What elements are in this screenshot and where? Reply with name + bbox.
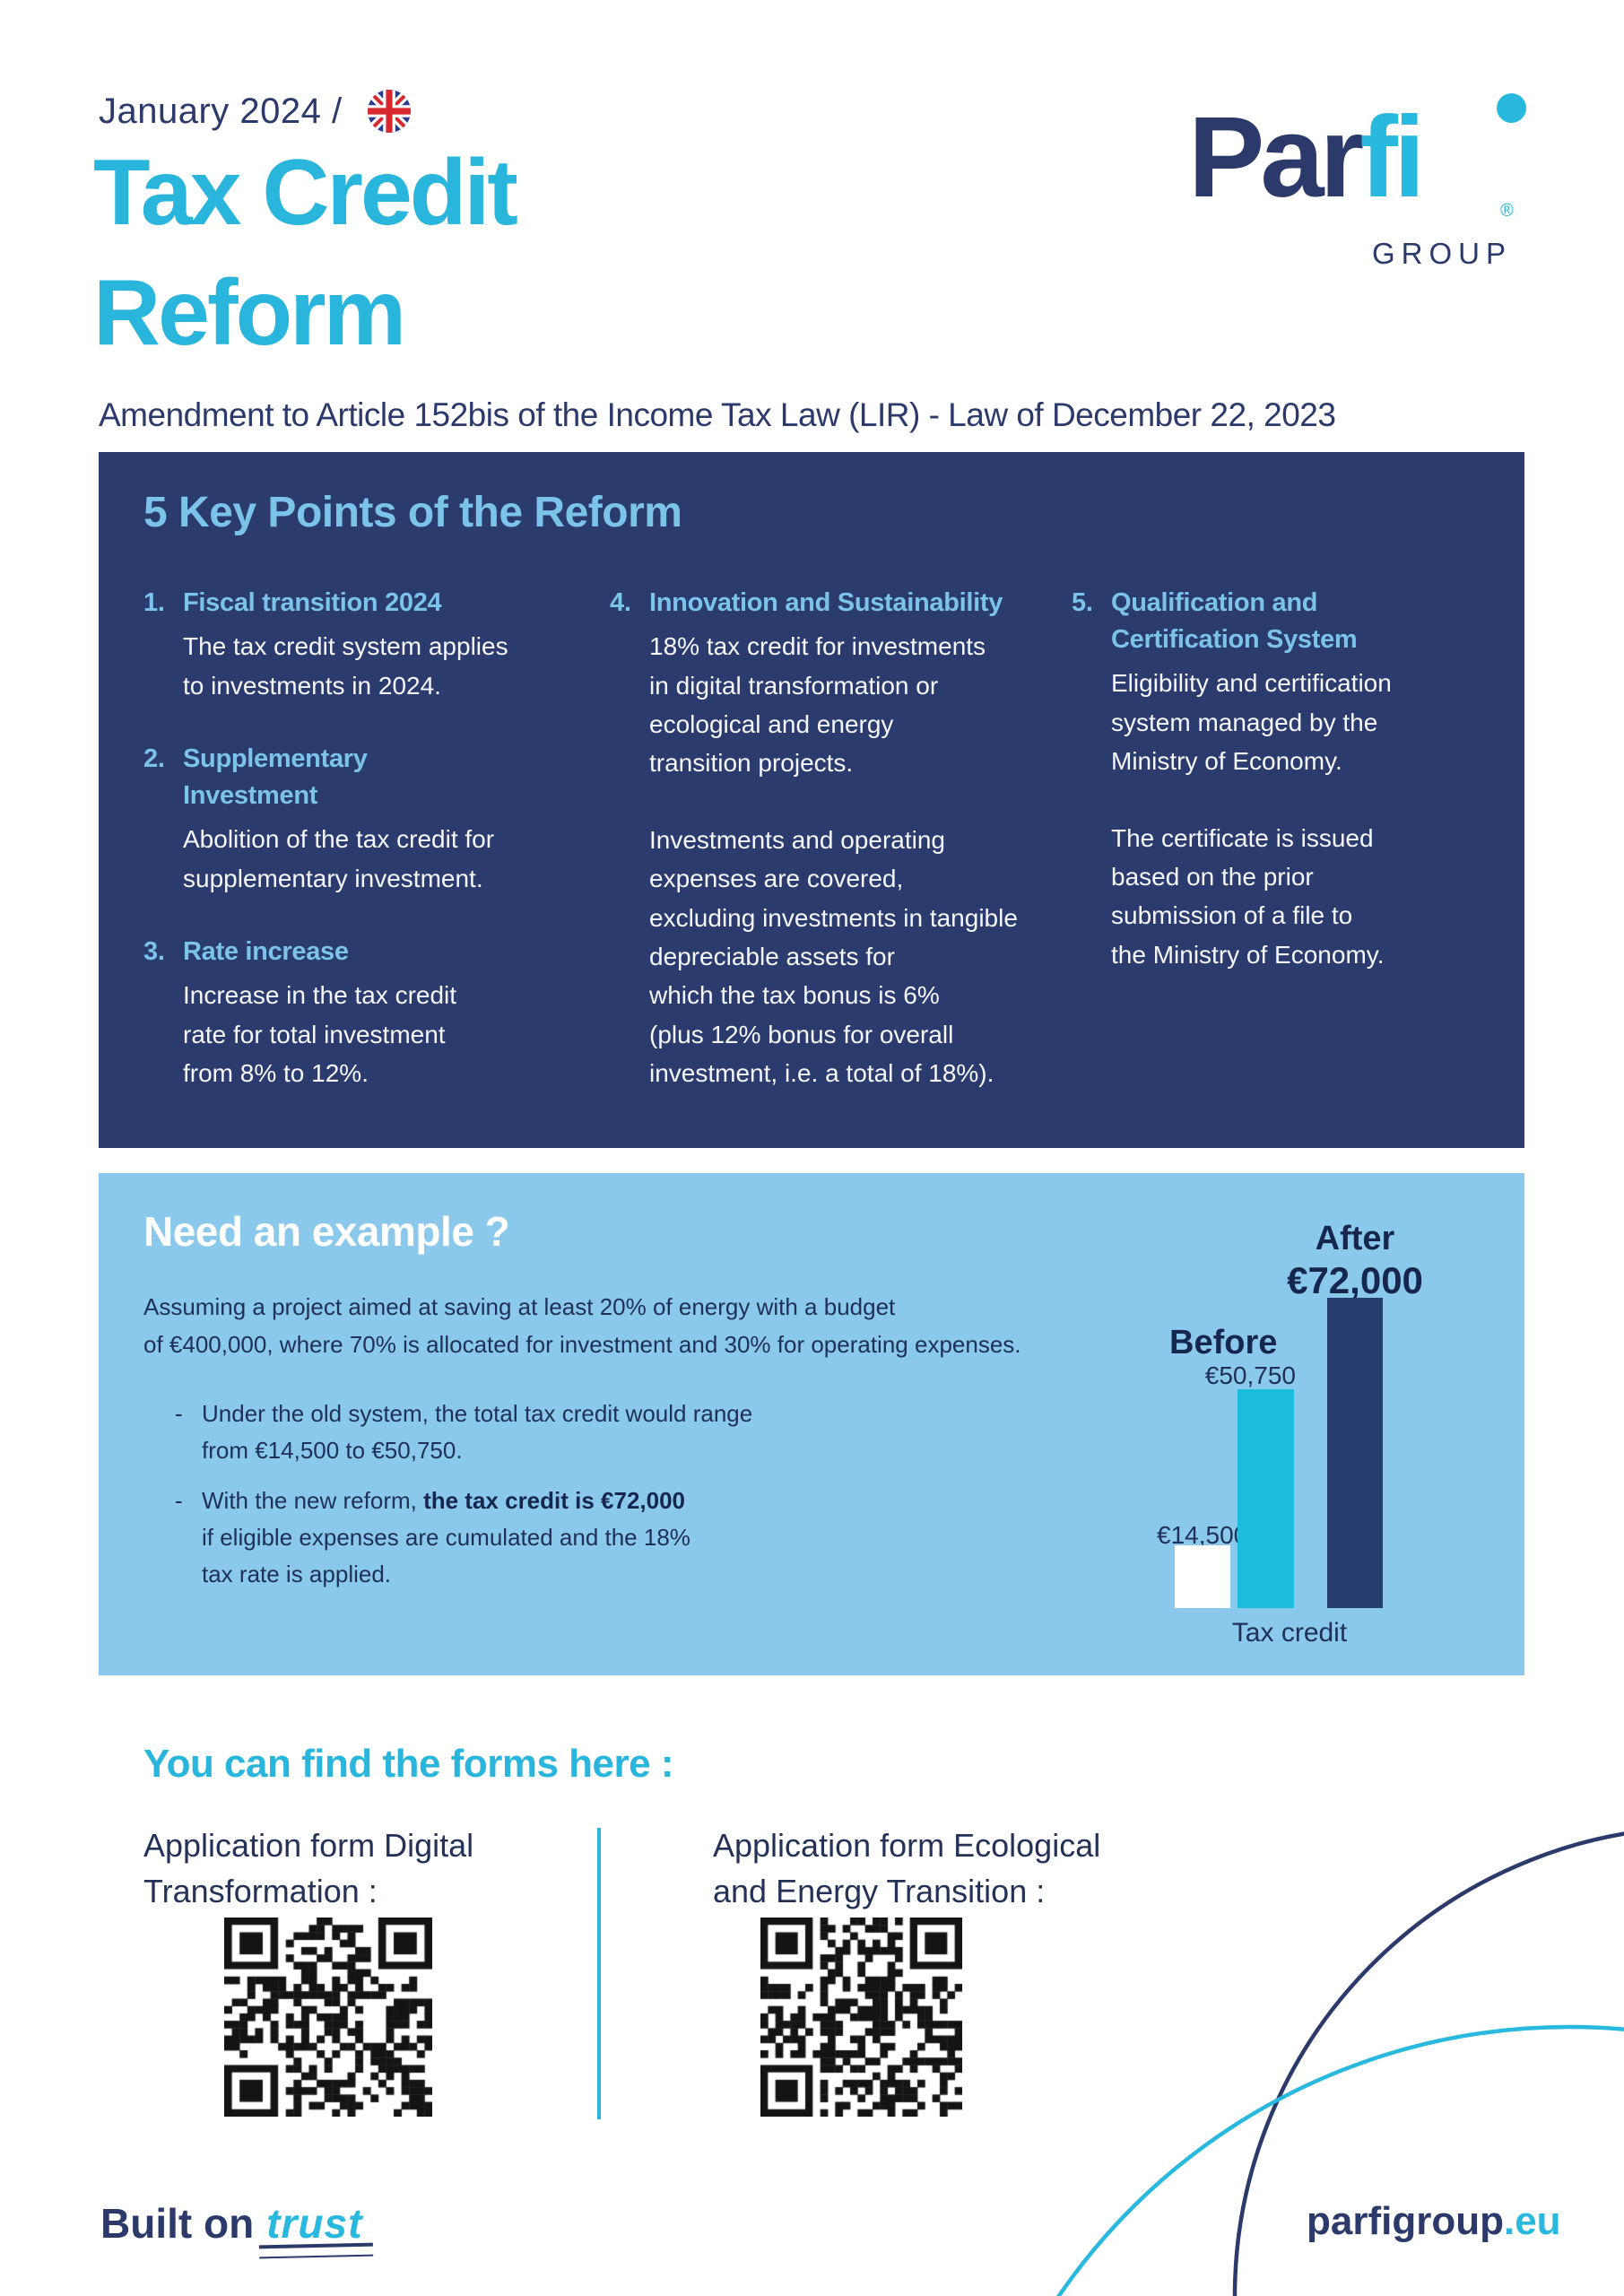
min-value-label: €14,500 [1157, 1521, 1248, 1549]
logo-wordmark: Parfi [1188, 100, 1538, 215]
key-point-title: Rate increase [183, 937, 349, 967]
key-point-body: Eligibility and certification system man… [1111, 669, 1392, 776]
key-point-number: 4. [610, 588, 631, 617]
website-url[interactable]: parfigroup.eu [1307, 2199, 1561, 2244]
key-point-number: 5. [1072, 588, 1093, 617]
built-on-trust-tagline: Built on trust [100, 2199, 362, 2248]
uk-flag-icon [367, 90, 411, 133]
built-on-text: Built on [100, 2200, 255, 2247]
bar-after [1327, 1298, 1383, 1608]
key-points-column-2: 4. Innovation and Sustainability 18% tax … [610, 585, 1045, 1128]
key-point-body-2: Investments and operating expenses are c… [649, 825, 1018, 1088]
key-point-title: Innovation and Sustainability [649, 588, 1003, 617]
key-point-body-2: The certificate is issued based on the p… [1111, 823, 1385, 969]
parfi-logo: Parfi ® GROUP [1188, 93, 1538, 289]
trust-text: trust [266, 2200, 363, 2247]
registered-mark: ® [1500, 201, 1514, 221]
website-tld: .eu [1503, 2199, 1561, 2243]
key-point-4: 4. Innovation and Sustainability 18% tax … [610, 585, 1045, 1092]
key-point-title: Fiscal transition 2024 [183, 588, 442, 617]
logo-dot-icon [1497, 93, 1526, 123]
bullet-dash: - [175, 1487, 183, 1514]
tax-credit-bar-chart: After €72,000 Before €50,750 €14,500 Tax… [1148, 1220, 1423, 1659]
key-point-title: Qualification and Certification System [1111, 588, 1358, 655]
key-point-body: Increase in the tax credit rate for tota… [183, 981, 457, 1088]
key-points-column-1: 1. Fiscal transition 2024 The tax credit … [143, 585, 574, 1128]
date-row: January 2024 / [99, 90, 411, 133]
bullet-text-post: if eligible expenses are cumulated and t… [202, 1524, 690, 1588]
example-panel: Need an example ? Assuming a project aim… [99, 1173, 1524, 1675]
key-point-body: Abolition of the tax credit for suppleme… [183, 825, 495, 892]
logo-par: Par [1188, 93, 1364, 222]
page-title: Tax Credit Reform [93, 141, 518, 366]
key-point-1: 1. Fiscal transition 2024 The tax credit … [143, 585, 574, 705]
example-intro: Assuming a project aimed at saving at le… [143, 1293, 1021, 1359]
key-point-number: 3. [143, 937, 165, 967]
qr-code-ecological-energy [760, 1918, 962, 2117]
key-points-column-3: 5. Qualification and Certification System… [1072, 585, 1493, 1010]
forms-divider [597, 1828, 601, 2119]
key-point-3: 3. Rate increase Increase in the tax cred… [143, 934, 574, 1092]
example-bullet-old-system: - Under the old system, the total tax cr… [175, 1396, 752, 1469]
bar-before-maximum [1238, 1389, 1294, 1608]
issue-date: January 2024 / [99, 91, 343, 131]
logo-fi: fi [1359, 93, 1425, 222]
key-point-body: The tax credit system applies to investm… [183, 632, 508, 700]
example-bullet-new-reform: - With the new reform, the tax credit is… [175, 1483, 690, 1593]
bullet-text: Under the old system, the total tax cred… [202, 1400, 753, 1465]
bullet-dash: - [175, 1400, 183, 1427]
chart-x-axis-label: Tax credit [1231, 1618, 1348, 1648]
chart-label-after: After €72,000 [1287, 1220, 1423, 1302]
chart-label-before: Before [1169, 1324, 1278, 1361]
bullet-text-pre: With the new reform, [202, 1487, 424, 1514]
after-group-label: After [1315, 1220, 1395, 1257]
logo-group-label: GROUP [1372, 237, 1513, 270]
example-heading: Need an example ? [143, 1208, 510, 1255]
key-points-panel: 5 Key Points of the Reform 1. Fiscal tran… [99, 452, 1524, 1148]
key-point-title: Supplementary Investment [183, 744, 368, 811]
key-point-number: 1. [143, 588, 165, 617]
key-point-number: 2. [143, 744, 165, 773]
key-point-5: 5. Qualification and Certification System… [1072, 585, 1493, 974]
website-main: parfigroup [1307, 2199, 1504, 2243]
form-label-ecological-energy: Application form Ecological and Energy T… [713, 1827, 1101, 1910]
before-value-label: €50,750 [1204, 1361, 1296, 1389]
key-points-heading: 5 Key Points of the Reform [143, 489, 682, 536]
qr-code-digital-transformation [224, 1918, 432, 2117]
after-value-label: €72,000 [1287, 1258, 1423, 1301]
key-point-2: 2. Supplementary Investment Abolition of … [143, 741, 574, 898]
bar-before-minimum [1175, 1545, 1230, 1608]
bullet-text-bold: the tax credit is €72,000 [423, 1487, 686, 1514]
key-point-body: 18% tax credit for investments in digita… [649, 632, 986, 778]
decorative-arc-cyan [1056, 2024, 1624, 2296]
form-label-digital-transformation: Application form Digital Transformation … [143, 1827, 474, 1910]
forms-heading: You can find the forms here : [143, 1742, 673, 1786]
page-subtitle: Amendment to Article 152bis of the Incom… [99, 396, 1336, 433]
